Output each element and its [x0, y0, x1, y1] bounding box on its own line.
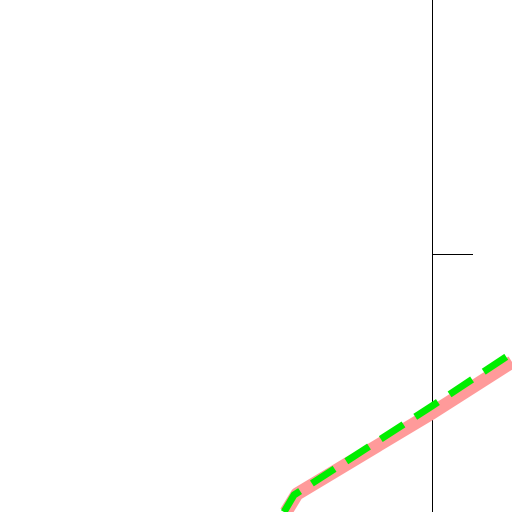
route-overlay-dashed-line [280, 350, 512, 512]
